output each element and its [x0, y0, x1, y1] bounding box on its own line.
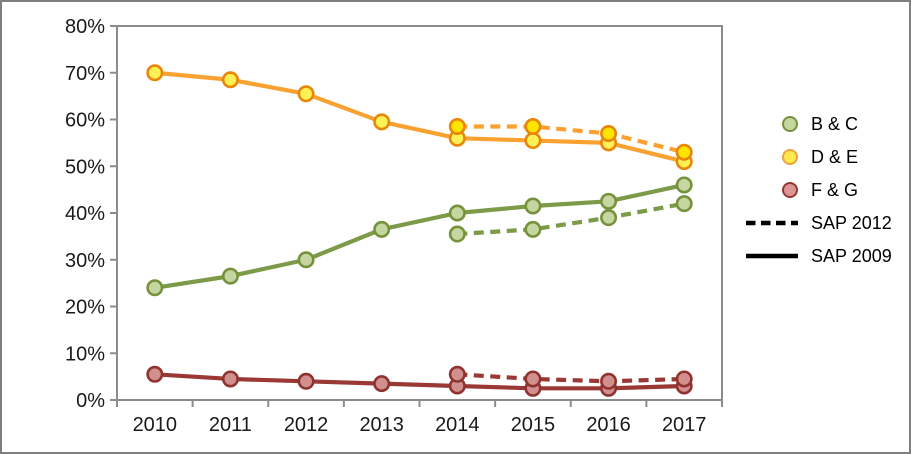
data-point-marker: [448, 204, 466, 222]
legend-item-f-g: F & G: [746, 173, 892, 206]
data-point-marker: [221, 267, 239, 285]
x-label-2012: 2012: [284, 414, 329, 436]
data-point-marker: [221, 71, 239, 89]
data-point-marker: [297, 251, 315, 269]
chart-legend: B & C D & E F & G SAP 2012 SAP 2009: [746, 107, 892, 272]
legend-solid-line-marker: [746, 253, 798, 258]
series-d-e-sap-2012: [448, 118, 693, 161]
y-tick-label-80: 80%: [65, 16, 105, 38]
legend-item-b-c: B & C: [746, 107, 892, 140]
series-line: [154, 182, 685, 290]
series-line: [154, 70, 685, 164]
legend-circle-marker: [782, 115, 798, 132]
x-label-2011: 2011: [209, 414, 252, 436]
data-point-marker: [600, 125, 618, 143]
data-point-marker: [221, 370, 239, 388]
data-point-marker: [146, 279, 164, 297]
data-point-marker: [297, 85, 315, 103]
legend-circle-marker: [782, 148, 798, 165]
y-tick-label-10: 10%: [65, 343, 105, 365]
series-line: [457, 201, 685, 237]
data-point-marker: [373, 375, 391, 393]
data-point-marker: [146, 64, 164, 82]
data-point-marker: [448, 365, 466, 383]
series-b-c-sap-2012: [448, 195, 693, 243]
data-point-marker: [524, 132, 542, 150]
y-tick-label-40: 40%: [65, 203, 105, 225]
y-tick-label-60: 60%: [65, 110, 105, 132]
y-tick-label-20: 20%: [65, 297, 105, 319]
legend-label: SAP 2009: [811, 245, 892, 266]
data-point-marker: [524, 220, 542, 238]
x-label-2016: 2016: [586, 414, 631, 436]
series-d-e-sap-2009: [146, 64, 693, 171]
x-label-2010: 2010: [133, 414, 178, 436]
data-point-marker: [524, 118, 542, 136]
series-line: [154, 372, 685, 391]
data-point-marker: [146, 365, 164, 383]
data-point-marker: [448, 225, 466, 243]
legend-item-sap-2012: SAP 2012: [746, 206, 892, 239]
y-tick-label-30: 30%: [65, 250, 105, 272]
legend-item-sap-2009: SAP 2009: [746, 239, 892, 272]
series-b-c-sap-2009: [146, 176, 693, 297]
x-label-2017: 2017: [662, 414, 707, 436]
data-point-marker: [600, 209, 618, 227]
data-point-marker: [524, 197, 542, 215]
legend-item-d-e: D & E: [746, 140, 892, 173]
data-point-marker: [600, 372, 618, 390]
y-tick-label-0: 0%: [76, 390, 105, 412]
data-point-marker: [373, 113, 391, 131]
data-point-marker: [524, 370, 542, 388]
series-f-g-sap-2012: [448, 365, 693, 390]
x-label-2013: 2013: [359, 414, 404, 436]
data-point-marker: [675, 370, 693, 388]
data-point-marker: [297, 372, 315, 390]
data-point-marker: [675, 176, 693, 194]
series-line: [457, 372, 685, 384]
y-tick-label-70: 70%: [65, 63, 105, 85]
data-point-marker: [373, 220, 391, 238]
legend-label: F & G: [811, 179, 859, 200]
x-label-2015: 2015: [511, 414, 556, 436]
legend-circle-marker: [782, 181, 798, 198]
legend-label: B & C: [811, 113, 859, 134]
data-point-marker: [448, 118, 466, 136]
series-line: [457, 124, 685, 155]
y-tick-label-50: 50%: [65, 156, 105, 178]
plot-area-border: [116, 25, 723, 401]
legend-dashed-line-marker: [746, 220, 798, 225]
legend-label: D & E: [811, 146, 859, 167]
data-point-marker: [600, 192, 618, 210]
legend-label: SAP 2012: [811, 212, 892, 233]
data-point-marker: [675, 143, 693, 161]
x-label-2014: 2014: [435, 414, 480, 436]
data-point-marker: [675, 195, 693, 213]
